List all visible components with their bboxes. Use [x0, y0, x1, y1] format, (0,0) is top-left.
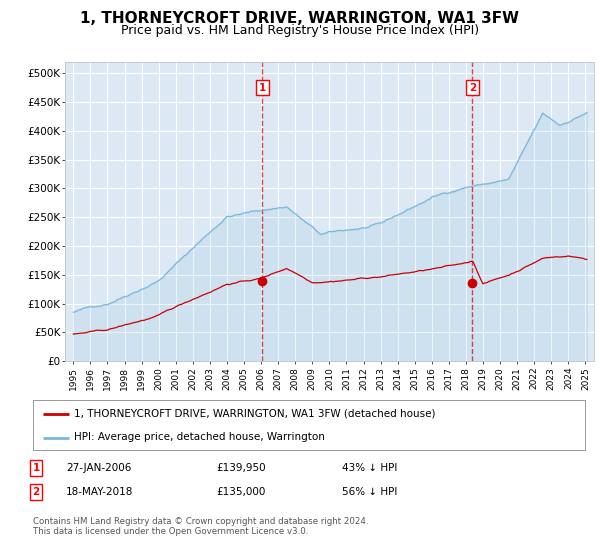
Text: Price paid vs. HM Land Registry's House Price Index (HPI): Price paid vs. HM Land Registry's House …: [121, 24, 479, 36]
Text: 56% ↓ HPI: 56% ↓ HPI: [342, 487, 397, 497]
Text: 18-MAY-2018: 18-MAY-2018: [66, 487, 133, 497]
Text: 1, THORNEYCROFT DRIVE, WARRINGTON, WA1 3FW (detached house): 1, THORNEYCROFT DRIVE, WARRINGTON, WA1 3…: [74, 409, 436, 419]
Text: 2: 2: [32, 487, 40, 497]
Text: 2: 2: [469, 82, 476, 92]
Text: HPI: Average price, detached house, Warrington: HPI: Average price, detached house, Warr…: [74, 432, 325, 442]
Text: 1: 1: [32, 463, 40, 473]
Text: £135,000: £135,000: [216, 487, 265, 497]
Text: 43% ↓ HPI: 43% ↓ HPI: [342, 463, 397, 473]
Text: 1, THORNEYCROFT DRIVE, WARRINGTON, WA1 3FW: 1, THORNEYCROFT DRIVE, WARRINGTON, WA1 3…: [80, 11, 520, 26]
Text: 27-JAN-2006: 27-JAN-2006: [66, 463, 131, 473]
Text: 1: 1: [259, 82, 266, 92]
Text: Contains HM Land Registry data © Crown copyright and database right 2024.
This d: Contains HM Land Registry data © Crown c…: [33, 517, 368, 536]
Text: £139,950: £139,950: [216, 463, 266, 473]
